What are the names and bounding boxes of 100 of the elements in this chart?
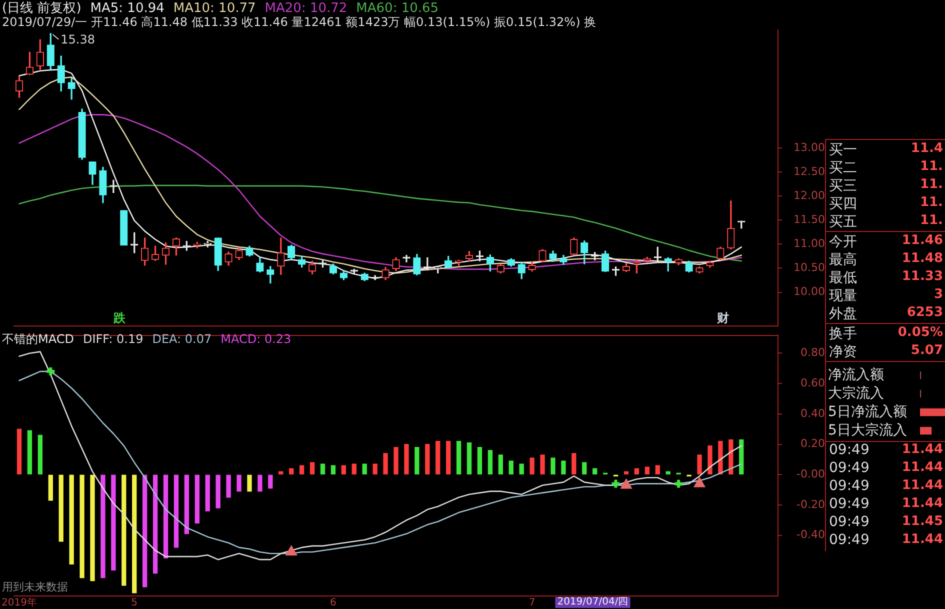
bar <box>634 468 640 474</box>
bar <box>718 440 723 474</box>
bar <box>90 474 95 582</box>
bar <box>530 458 534 474</box>
bar <box>739 439 744 474</box>
bar <box>425 444 430 474</box>
bar <box>299 465 304 474</box>
bar <box>572 453 576 474</box>
y-tick-label: 0.60 <box>800 376 825 390</box>
annotation: 财 <box>716 311 729 326</box>
y-tick-label: 0.20 <box>800 437 825 450</box>
bar <box>498 454 503 474</box>
y-tick-label: 净流入额 <box>828 366 884 383</box>
bar <box>561 460 566 474</box>
bar <box>194 474 200 524</box>
x-tick-label: 7 <box>528 598 536 609</box>
bar <box>624 471 629 474</box>
bar <box>697 454 702 474</box>
bar <box>80 474 84 578</box>
y-tick-label: 11.00 <box>794 237 825 250</box>
text: DEA: 0.07 <box>152 332 212 346</box>
text: 买四 <box>829 195 857 213</box>
point <box>621 480 632 489</box>
text: MA60: 10.65 <box>356 1 439 16</box>
text: 11.44 <box>902 532 943 547</box>
text: 11.4 <box>910 141 943 156</box>
bar <box>508 460 514 474</box>
bar <box>341 465 346 474</box>
y-tick-label: 10.00 <box>794 285 825 298</box>
y-tick-label: 大宗流入 <box>828 385 884 402</box>
annotation: 15.38 <box>60 32 95 46</box>
text: 3 <box>934 287 943 302</box>
text: 11.45 <box>902 514 943 529</box>
bar <box>644 466 650 474</box>
text: 最低 <box>829 269 857 287</box>
text: 11.44 <box>902 460 943 475</box>
text: 11. <box>920 213 943 228</box>
text: 买三 <box>829 177 857 195</box>
bar <box>247 474 252 492</box>
bar <box>268 474 273 489</box>
y-tick-label: 10.50 <box>794 261 825 274</box>
bar <box>394 446 398 474</box>
text: 6253 <box>906 305 943 320</box>
bar <box>383 453 388 474</box>
bar <box>488 450 493 474</box>
bar <box>372 464 378 474</box>
point <box>610 478 622 490</box>
bar <box>174 474 179 548</box>
bar <box>100 474 106 578</box>
x-tick-label: 5 <box>131 598 138 609</box>
chart-title: (日线 前复权) <box>2 1 82 16</box>
text: MA5: 10.94 <box>90 1 164 16</box>
x-tick-label: 2019年 <box>2 596 37 609</box>
text: 11.44 <box>902 478 943 493</box>
text: 11.33 <box>902 269 943 284</box>
bar <box>582 462 587 474</box>
bar <box>278 471 284 474</box>
text: 11.44 <box>902 442 943 457</box>
text: 买五 <box>829 213 857 231</box>
y-tick-label: 12.00 <box>794 188 825 202</box>
y-tick-label: 11.50 <box>794 212 825 226</box>
text: 09:49 <box>829 478 870 494</box>
bar <box>27 430 32 474</box>
bar <box>655 465 660 474</box>
bar <box>289 468 294 474</box>
text: DIFF: 0.19 <box>82 332 144 346</box>
text: 净资 <box>829 343 857 361</box>
text: 11.44 <box>902 496 943 511</box>
text: MACD: 0.23 <box>220 332 292 346</box>
bar <box>540 454 545 474</box>
text: 11.46 <box>902 233 943 248</box>
text: 外盘 <box>829 305 857 323</box>
bar <box>446 440 451 474</box>
bar <box>310 462 315 474</box>
y-tick-label: 0.40 <box>800 406 825 420</box>
bar <box>708 445 712 474</box>
bar <box>216 474 220 508</box>
y-tick-label: 5日大宗流入 <box>828 422 907 438</box>
text: 11.48 <box>902 251 943 266</box>
text: 现量 <box>829 287 857 305</box>
y-tick-label: -0.00 <box>796 467 825 480</box>
bar <box>236 474 242 492</box>
bar <box>666 471 670 474</box>
bar <box>362 464 367 474</box>
y-tick-label: 0.80 <box>800 346 825 360</box>
bar <box>477 446 482 474</box>
bar <box>58 474 64 542</box>
text: 11. <box>920 159 943 174</box>
bar <box>163 474 168 558</box>
text: 09:49 <box>829 514 870 530</box>
text: 09:49 <box>829 496 870 512</box>
text: 今开 <box>829 233 857 251</box>
bar <box>16 428 22 474</box>
point <box>45 366 56 377</box>
text: 最高 <box>829 251 857 269</box>
annotation: 用到未来数据 <box>2 580 68 594</box>
bar <box>48 474 53 501</box>
text: 09:49 <box>829 460 870 476</box>
text: 2019/07/04/四 <box>557 596 628 608</box>
bar <box>205 474 210 512</box>
